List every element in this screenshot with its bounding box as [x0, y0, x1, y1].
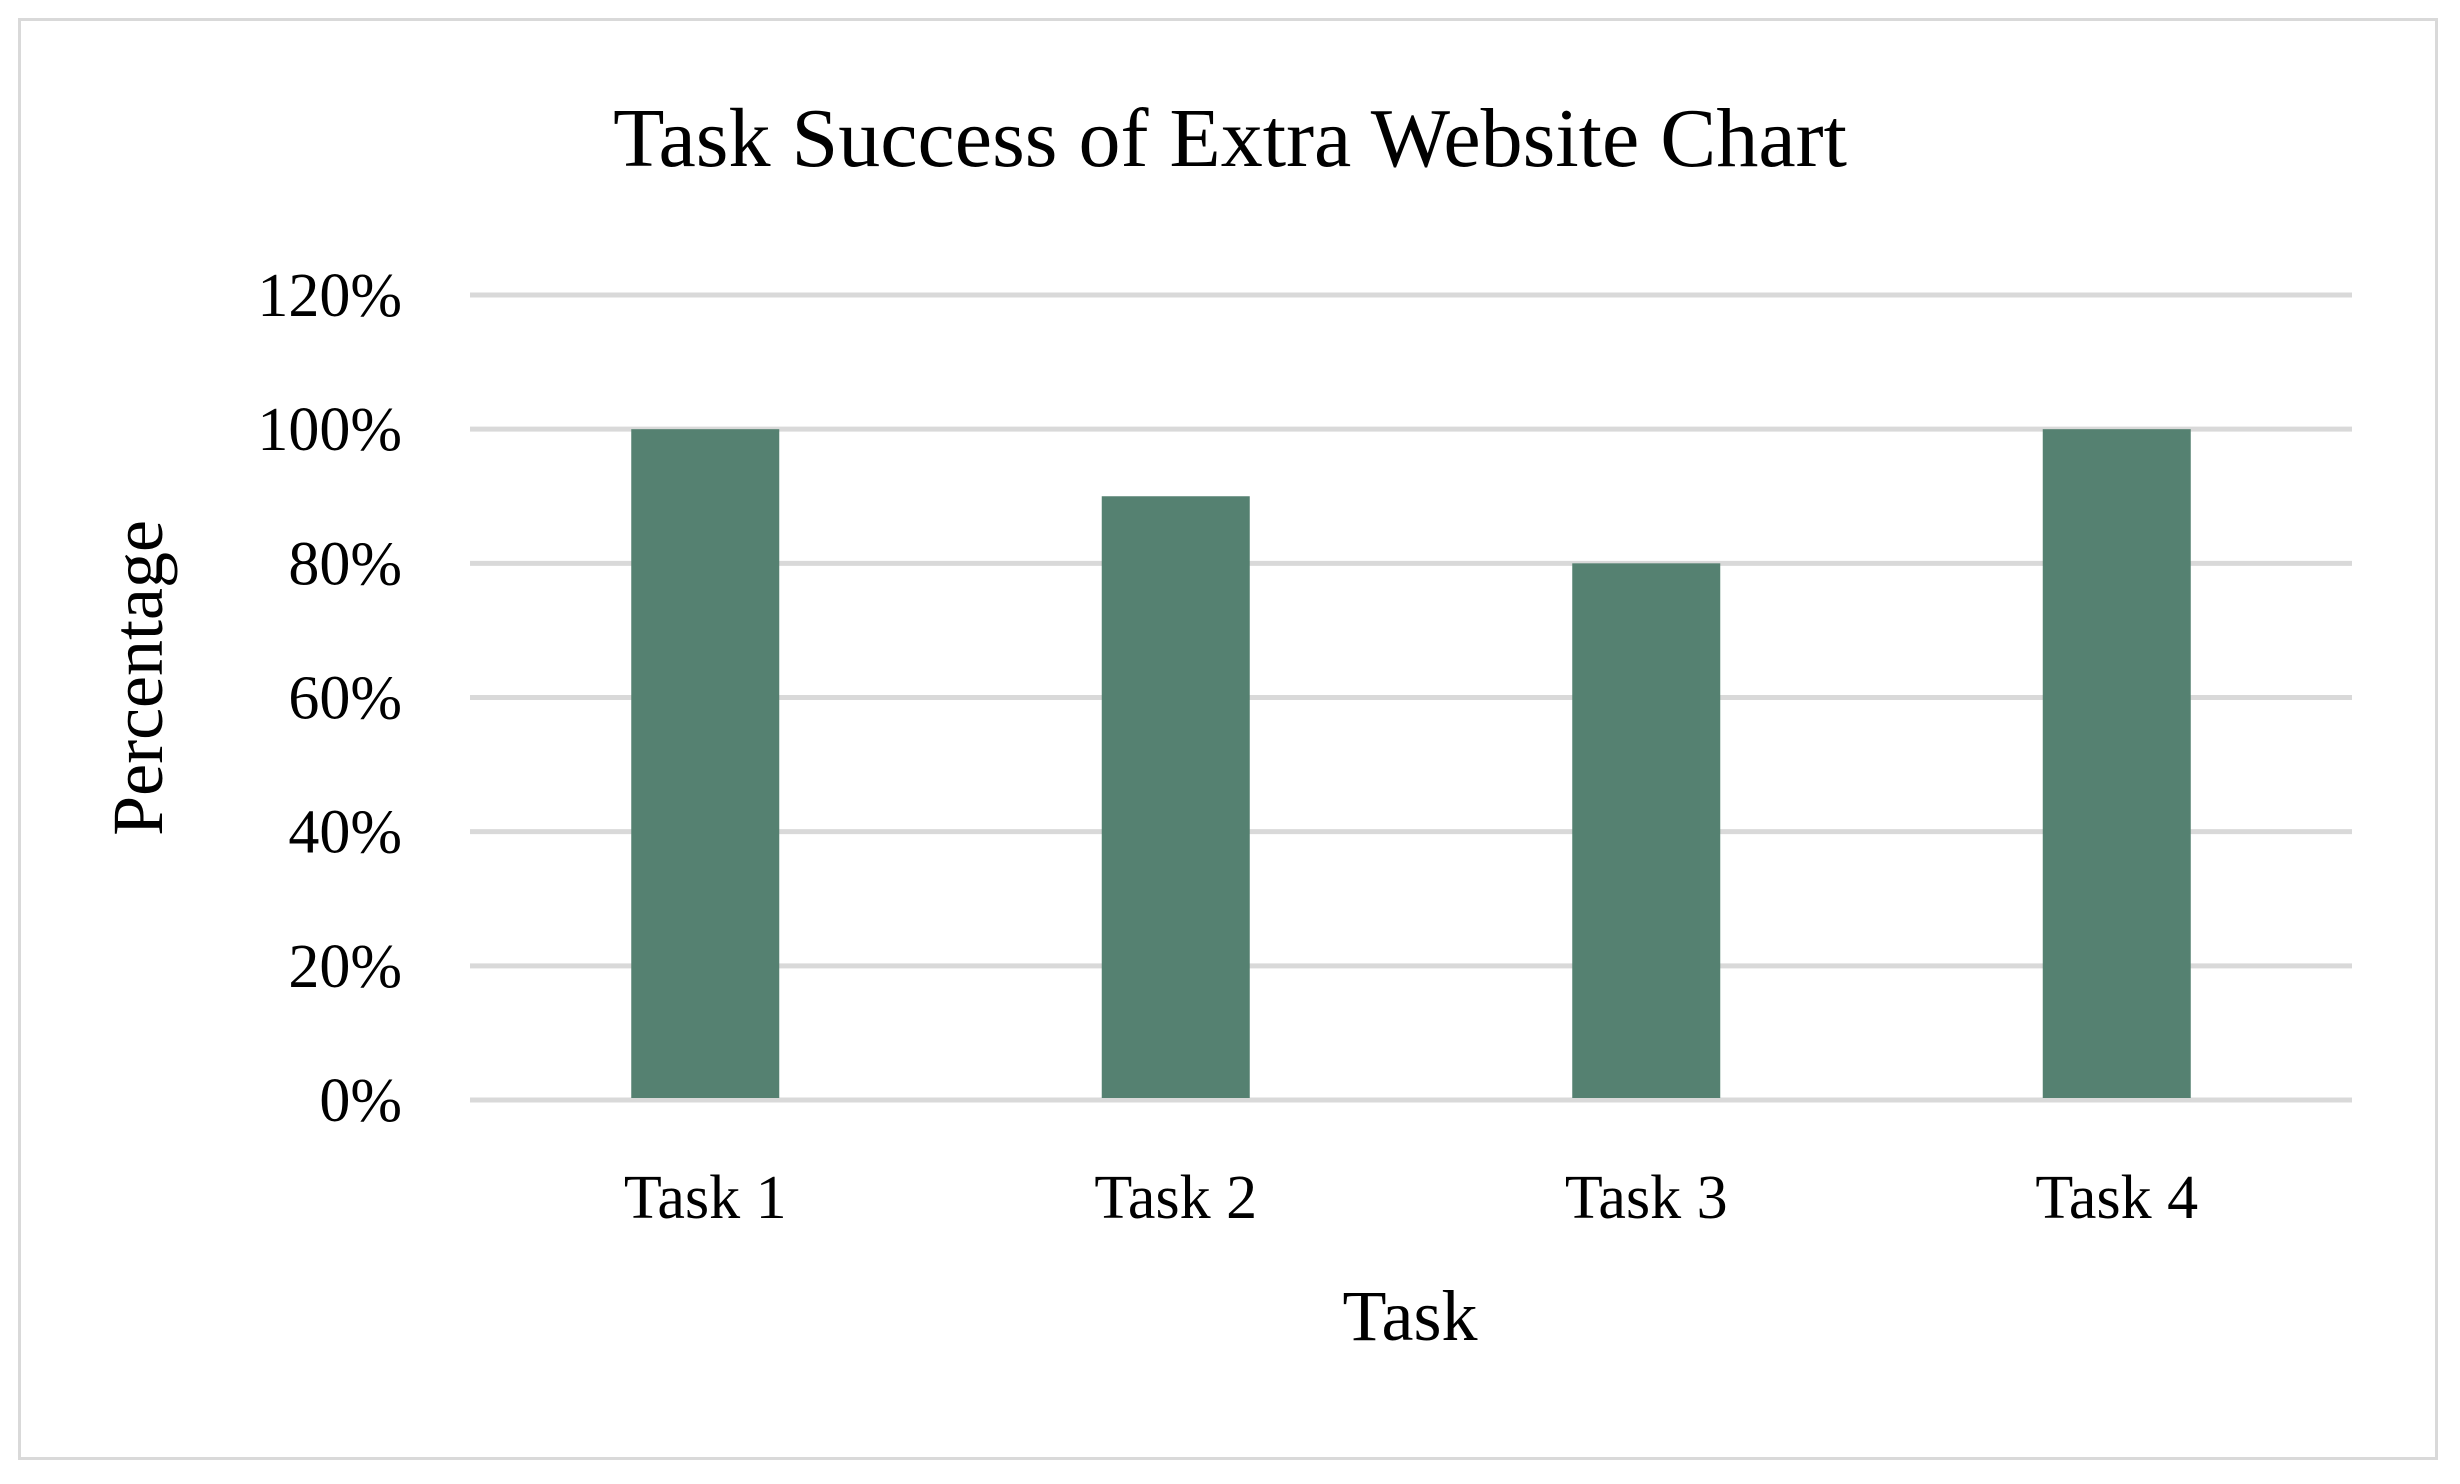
y-axis-ticks: 0% 20% 40% 60% 80% 100% 120%: [257, 262, 402, 1135]
bar-task-3: [1572, 563, 1721, 1098]
bar-task-2: [1101, 496, 1250, 1098]
x-tick-label: Task 3: [1565, 1164, 1728, 1232]
chart-title: Task Success of Extra Website Chart: [613, 92, 1847, 185]
bar-task-4: [2042, 429, 2191, 1099]
x-axis-title: Task: [1343, 1276, 1478, 1356]
y-tick-label: 120%: [257, 262, 402, 330]
bar-task-1: [631, 429, 780, 1099]
x-tick-label: Task 1: [624, 1164, 787, 1232]
y-tick-label: 60%: [288, 665, 402, 733]
x-tick-label: Task 4: [2035, 1164, 2198, 1232]
x-axis-ticks: Task 1 Task 2 Task 3 Task 4: [624, 1164, 2198, 1232]
x-tick-label: Task 2: [1094, 1164, 1257, 1232]
y-tick-label: 20%: [288, 933, 402, 1001]
y-tick-label: 40%: [288, 799, 402, 867]
gridlines: [470, 292, 2352, 1103]
bars: [631, 429, 2191, 1099]
y-tick-label: 100%: [257, 396, 402, 464]
y-tick-label: 0%: [319, 1067, 402, 1135]
y-axis-title: Percentage: [98, 520, 178, 836]
y-tick-label: 80%: [288, 530, 402, 598]
